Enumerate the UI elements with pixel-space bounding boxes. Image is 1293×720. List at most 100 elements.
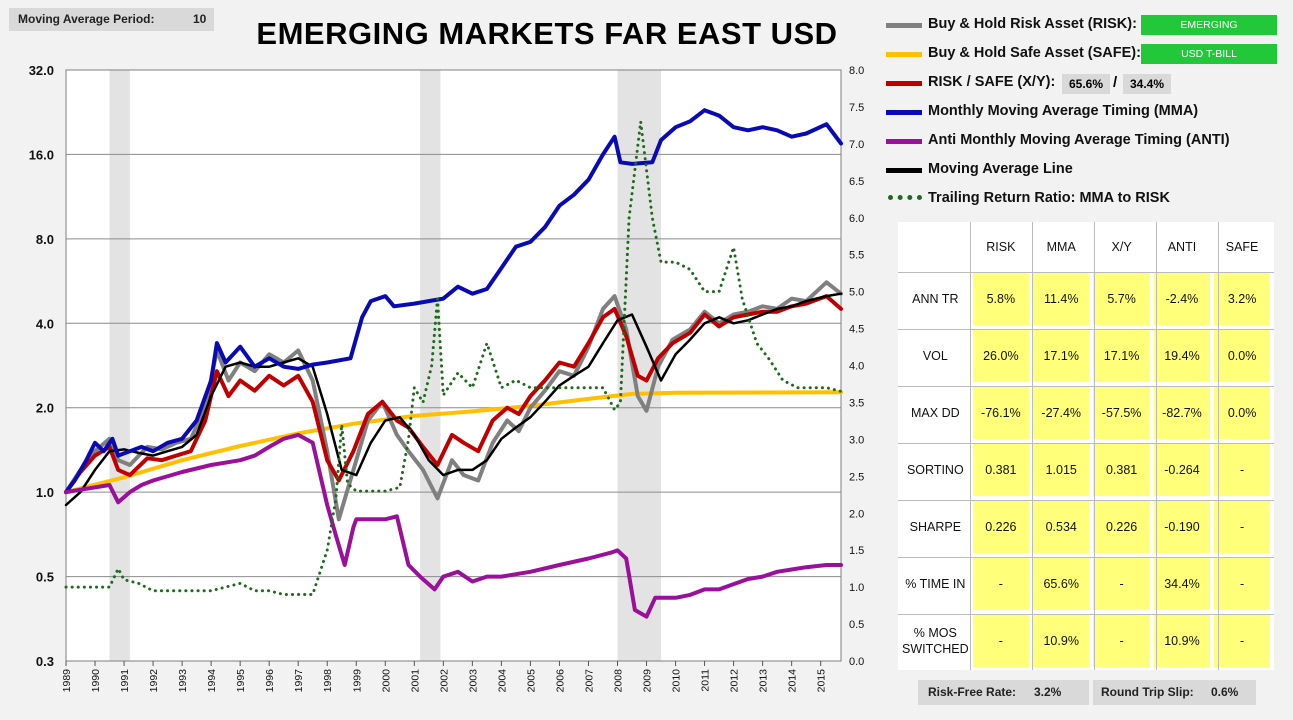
chart-plot: 0.3 0.5 1.0 2.0 4.0 8.0 16.0 32.0 0.0 0.5 1.0 1.5 2.… bbox=[29, 63, 865, 693]
y-left-tick-label: 0.5 bbox=[36, 570, 54, 585]
stats-row-divider bbox=[898, 557, 1274, 558]
stats-cell: - bbox=[1214, 443, 1270, 496]
risk-asset-badge: EMERGING bbox=[1141, 15, 1277, 35]
stats-row-label: VOL bbox=[902, 329, 969, 382]
legend-label: Buy & Hold Safe Asset (SAFE): bbox=[928, 45, 1141, 61]
x-tick-label: 1998 bbox=[322, 669, 334, 693]
stats-row: ANN TR 5.8% 11.4% 5.7% -2.4% 3.2% bbox=[902, 272, 1270, 325]
chart-title: EMERGING MARKETS FAR EAST USD bbox=[256, 16, 838, 51]
series-line-anti bbox=[64, 432, 843, 619]
x-tick-label: 1999 bbox=[351, 669, 363, 693]
y-left-tick-label: 2.0 bbox=[36, 401, 54, 416]
legend-label: Trailing Return Ratio: MMA to RISK bbox=[928, 190, 1170, 206]
stats-cell: 11.4% bbox=[1033, 272, 1090, 325]
stats-cell: -57.5% bbox=[1093, 386, 1150, 439]
stats-cell: 0.534 bbox=[1033, 500, 1090, 553]
stats-row-label: % TIME IN bbox=[902, 557, 969, 610]
y-left-tick-label: 16.0 bbox=[29, 147, 54, 162]
legend-label: Moving Average Line bbox=[928, 161, 1073, 177]
x-tick-label: 2014 bbox=[787, 669, 799, 693]
stats-column-header: SAFE bbox=[1214, 226, 1270, 268]
stats-row-divider bbox=[898, 329, 1274, 330]
stats-cell: - bbox=[1093, 614, 1150, 667]
stats-row-label: ANN TR bbox=[902, 272, 969, 325]
stats-cell: - bbox=[972, 614, 1030, 667]
risk-allocation-value: 65.6% bbox=[1062, 74, 1110, 94]
x-tick-label: 2004 bbox=[496, 669, 508, 693]
stats-cell: 34.4% bbox=[1153, 557, 1211, 610]
shaded-period bbox=[109, 70, 130, 661]
stats-cell: 10.9% bbox=[1153, 614, 1211, 667]
stats-column-divider bbox=[1094, 222, 1095, 670]
stats-cell: - bbox=[1214, 557, 1270, 610]
stats-cell: -0.264 bbox=[1153, 443, 1211, 496]
stats-row-divider bbox=[898, 272, 1274, 273]
stats-corner bbox=[902, 226, 969, 268]
stats-cell: - bbox=[1093, 557, 1150, 610]
stats-row: SORTINO 0.381 1.015 0.381 -0.264- bbox=[902, 443, 1270, 496]
round-trip-slip-value: 0.6% bbox=[1211, 685, 1239, 699]
stats-cell: 17.1% bbox=[1033, 329, 1090, 382]
stats-column-header: X/Y bbox=[1093, 226, 1150, 268]
stats-cell: -2.4% bbox=[1153, 272, 1211, 325]
legend-swatch bbox=[886, 81, 922, 86]
stats-cell: 17.1% bbox=[1093, 329, 1150, 382]
legend-swatch bbox=[888, 195, 922, 200]
stats-cell: 3.2% bbox=[1214, 272, 1270, 325]
stats-row: MAX DD -76.1% -27.4% -57.5% -82.7% 0.0% bbox=[902, 386, 1270, 439]
series-line-risk-safe bbox=[64, 294, 843, 495]
y-right-tick-label: 5.5 bbox=[849, 250, 864, 262]
legend-label: Anti Monthly Moving Average Timing (ANTI… bbox=[928, 132, 1230, 148]
x-tick-label: 2011 bbox=[700, 669, 712, 692]
stats-cell: 0.381 bbox=[972, 443, 1030, 496]
stats-cell: 0.381 bbox=[1093, 443, 1150, 496]
x-tick-label: 2001 bbox=[409, 669, 421, 693]
legend-swatch bbox=[886, 23, 922, 28]
y-right-tick-label: 3.0 bbox=[849, 434, 864, 446]
stats-cell: 5.8% bbox=[972, 272, 1030, 325]
plot-border bbox=[65, 69, 842, 662]
stats-row-label: % MOS SWITCHED bbox=[902, 614, 969, 667]
stats-cell: - bbox=[1214, 614, 1270, 667]
x-tick-label: 2008 bbox=[612, 669, 624, 693]
x-tick-label: 1989 bbox=[61, 669, 73, 693]
safe-allocation-value: 34.4% bbox=[1123, 74, 1171, 94]
legend-swatch bbox=[886, 139, 922, 144]
stats-cell: -27.4% bbox=[1033, 386, 1090, 439]
y-right-tick-label: 0.0 bbox=[849, 656, 864, 668]
x-tick-label: 2003 bbox=[467, 669, 479, 693]
y-right-tick-label: 2.5 bbox=[849, 471, 864, 483]
x-tick-label: 1991 bbox=[119, 669, 131, 693]
y-right-tick-label: 6.5 bbox=[849, 176, 864, 188]
y-left-tick-label: 8.0 bbox=[36, 232, 54, 247]
stats-row: SHARPE 0.226 0.534 0.226 -0.190- bbox=[902, 500, 1270, 553]
y-right-tick-label: 1.5 bbox=[849, 545, 864, 557]
series-line-moving-average bbox=[64, 292, 843, 507]
stats-column-divider bbox=[1218, 222, 1219, 670]
stats-row-divider bbox=[898, 443, 1274, 444]
y-right-tick-label: 0.5 bbox=[849, 619, 864, 631]
y-right-tick-label: 5.0 bbox=[849, 287, 864, 299]
stats-row-divider bbox=[898, 500, 1274, 501]
x-tick-label: 2006 bbox=[554, 669, 566, 693]
legend-label: RISK / SAFE (X/Y): bbox=[928, 74, 1056, 90]
y-left-tick-label: 0.3 bbox=[36, 654, 54, 669]
stats-cell: -0.190 bbox=[1153, 500, 1211, 553]
stats-column-header: MMA bbox=[1033, 226, 1090, 268]
stats-row-label: MAX DD bbox=[902, 386, 969, 439]
x-tick-label: 2002 bbox=[438, 669, 450, 693]
series-line-mma bbox=[64, 108, 843, 495]
round-trip-slip-label: Round Trip Slip: bbox=[1101, 685, 1194, 699]
x-tick-label: 1994 bbox=[206, 669, 218, 693]
x-tick-label: 1992 bbox=[148, 669, 160, 693]
stats-row-divider bbox=[898, 614, 1274, 615]
legend-swatch bbox=[886, 52, 922, 57]
y-right-tick-label: 7.0 bbox=[849, 139, 864, 151]
stats-row: % MOS SWITCHED -10.9% -10.9% - bbox=[902, 614, 1270, 667]
x-tick-label: 2000 bbox=[380, 669, 392, 693]
stats-cell: 19.4% bbox=[1153, 329, 1211, 382]
round-trip-slip-box: Round Trip Slip: 0.6% bbox=[1093, 680, 1256, 705]
y-right-tick-label: 6.0 bbox=[849, 213, 864, 225]
risk-free-rate-value: 3.2% bbox=[1034, 685, 1062, 699]
stats-cell: - bbox=[1214, 500, 1270, 553]
